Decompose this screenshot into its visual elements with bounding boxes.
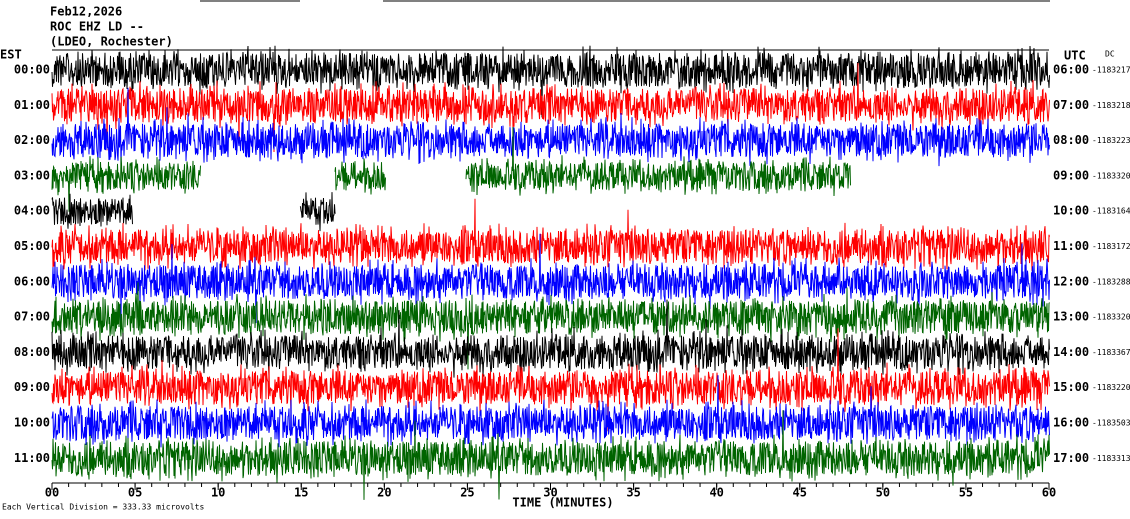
x-tick-label: 15 (294, 486, 308, 500)
trace (51, 45, 1050, 118)
trace (51, 410, 1050, 500)
x-tick-label: 50 (876, 486, 890, 500)
x-tick-label: 05 (128, 486, 142, 500)
trace (51, 233, 1050, 324)
trace (334, 158, 386, 195)
right-time-label: 08:00 (1053, 133, 1089, 147)
x-tick-label: 45 (793, 486, 807, 500)
right-time-label: 17:00 (1053, 451, 1089, 465)
right-time-label: 12:00 (1053, 274, 1089, 288)
x-tick-label: 20 (377, 486, 391, 500)
right-time-label: 11:00 (1053, 239, 1089, 253)
trace (51, 156, 201, 212)
dc-value: -1183223 (1092, 136, 1130, 145)
traces (51, 45, 1050, 500)
dc-value: -1183218 (1092, 101, 1130, 110)
x-tick-label: 10 (211, 486, 225, 500)
right-time-label: 07:00 (1053, 98, 1089, 112)
left-time-label: 05:00 (14, 239, 50, 253)
right-zone: UTC (1064, 49, 1086, 63)
x-tick-label: 30 (543, 486, 557, 500)
trace (51, 282, 1050, 370)
right-time-label: 09:00 (1053, 168, 1089, 182)
dc-value: -1183503 (1092, 419, 1130, 428)
trace (465, 126, 851, 197)
x-tick-label: 40 (709, 486, 723, 500)
station: ROC EHZ LD -- (50, 20, 144, 34)
dc-value: -1183320 (1092, 313, 1130, 322)
scale-note: Each Vertical Division = 333.33 microvol… (2, 503, 204, 512)
x-tick-label: 35 (626, 486, 640, 500)
left-time-label: 11:00 (14, 451, 50, 465)
trace (51, 87, 1050, 167)
x-axis-title: TIME (MINUTES) (512, 496, 613, 510)
right-time-label: 14:00 (1053, 345, 1089, 359)
left-time-label: 06:00 (14, 274, 50, 288)
x-tick-label: 55 (959, 486, 973, 500)
left-time-label: 02:00 (14, 133, 50, 147)
trace (51, 375, 1050, 448)
left-time-label: 00:00 (14, 63, 50, 77)
right-time-label: 06:00 (1053, 63, 1089, 77)
dc-value: -1183172 (1092, 242, 1130, 251)
dc-label: DC (1105, 50, 1115, 59)
date: Feb12,2026 (50, 5, 122, 19)
right-time-label: 16:00 (1053, 416, 1089, 430)
network: (LDEO, Rochester) (50, 35, 173, 49)
dc-value: -1183320 (1092, 171, 1130, 180)
dc-value: -1183217 (1092, 66, 1130, 75)
dc-value: -1183220 (1092, 383, 1130, 392)
left-time-label: 09:00 (14, 380, 50, 394)
dc-value: -1183288 (1092, 277, 1130, 286)
left-time-label: 07:00 (14, 310, 50, 324)
trace (51, 62, 1050, 153)
left-time-label: 03:00 (14, 168, 50, 182)
dc-value: -1183367 (1092, 348, 1130, 357)
trace (51, 299, 1050, 378)
right-time-label: 10:00 (1053, 204, 1089, 218)
x-tick-label: 00 (45, 486, 59, 500)
left-time-label: 04:00 (14, 204, 50, 218)
left-time-label: 10:00 (14, 416, 50, 430)
trace (299, 192, 336, 232)
right-time-label: 13:00 (1053, 310, 1089, 324)
dc-value: -1183313 (1092, 454, 1130, 463)
right-time-label: 15:00 (1053, 380, 1089, 394)
left-time-label: 01:00 (14, 98, 50, 112)
left-time-label: 08:00 (14, 345, 50, 359)
left-zone: EST (0, 48, 22, 62)
x-tick-label: 60 (1042, 486, 1056, 500)
trace (51, 328, 1050, 432)
trace (51, 193, 133, 229)
dc-value: -1183164 (1092, 207, 1130, 216)
trace (51, 198, 1050, 271)
x-tick-label: 25 (460, 486, 474, 500)
